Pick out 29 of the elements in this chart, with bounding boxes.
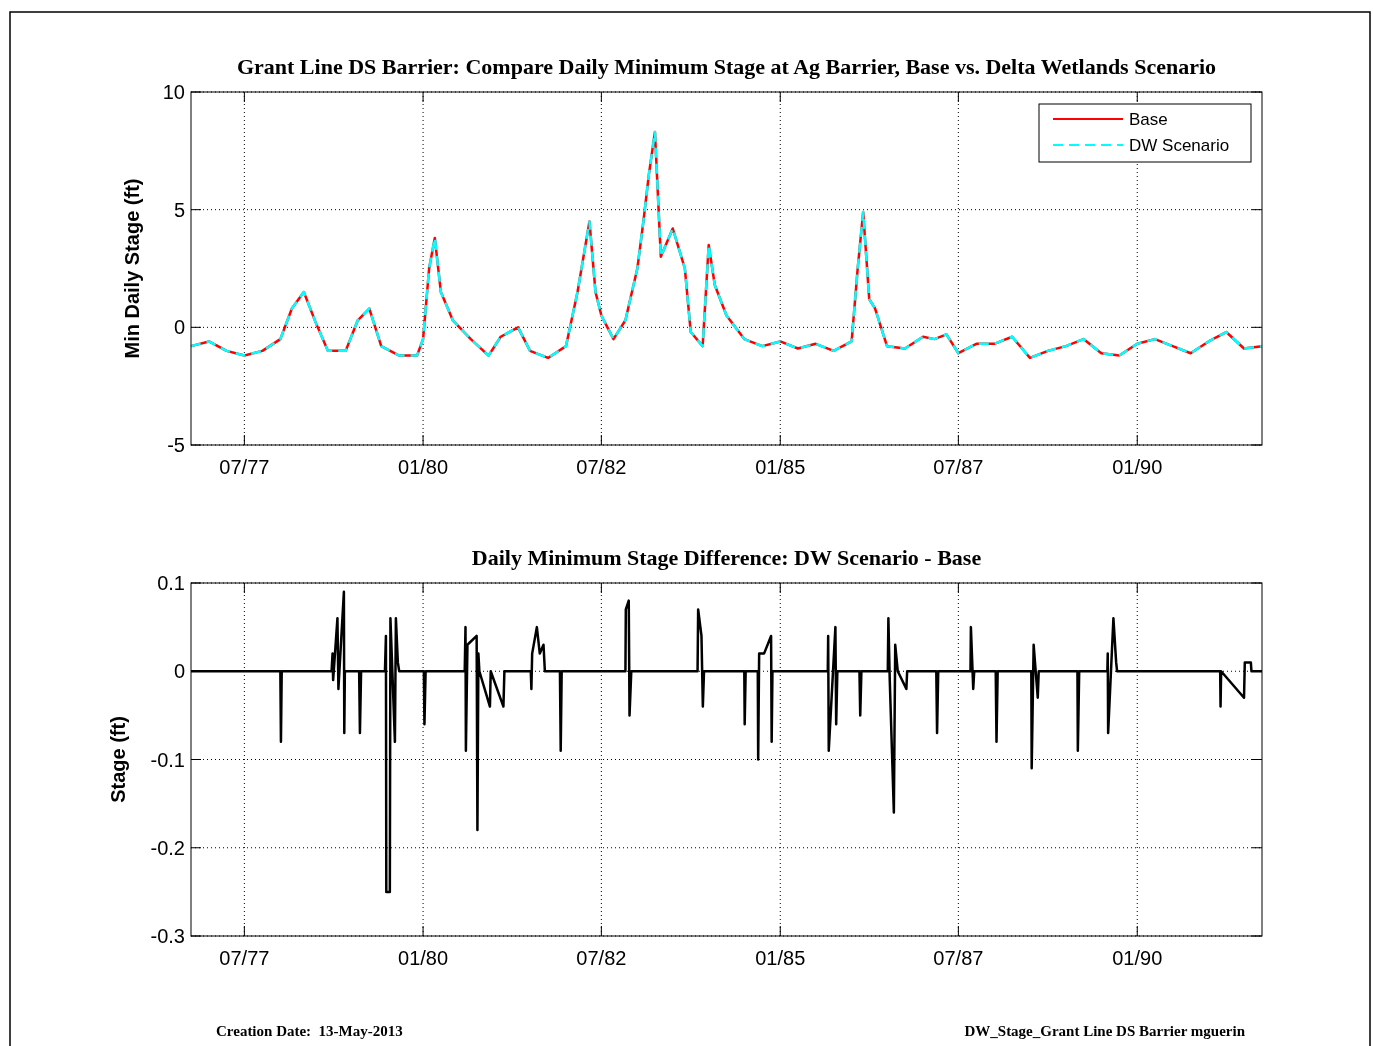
y-tick-label: -0.3 <box>150 925 185 947</box>
y-tick-label: 0.1 <box>157 572 185 594</box>
x-tick-label: 07/82 <box>576 947 627 969</box>
x-tick-label: 07/77 <box>219 947 270 969</box>
y-tick-label: -5 <box>167 434 185 456</box>
y-tick-label: 0 <box>173 316 185 339</box>
x-tick-label: 07/77 <box>219 456 270 478</box>
chart-title: Daily Minimum Stage Difference: DW Scenario - Base <box>471 545 982 570</box>
x-tick-label: 01/85 <box>755 456 806 478</box>
y-tick-label: 0 <box>173 660 185 683</box>
x-tick-label: 01/90 <box>1112 947 1163 969</box>
x-tick-label: 01/80 <box>398 947 449 969</box>
text: Creation Date: 13-May-2013 <box>216 1023 403 1039</box>
x-tick-label: 01/80 <box>398 456 449 478</box>
y-axis-title: Min Daily Stage (ft) <box>121 178 143 359</box>
y-tick-label: 5 <box>173 198 185 221</box>
x-tick-label: 07/87 <box>933 456 984 478</box>
chart-title: Grant Line DS Barrier: Compare Daily Minimum Stage at Ag Barrier, Base vs. Delta Wetlands Scenario <box>236 54 1217 79</box>
x-tick-label: 01/90 <box>1112 456 1163 478</box>
y-tick-label: -0.2 <box>150 836 185 859</box>
y-axis-title: Stage (ft) <box>107 716 129 803</box>
y-tick-label: 10 <box>162 81 185 103</box>
x-tick-label: 07/87 <box>933 947 984 969</box>
x-tick-label: 01/85 <box>755 947 806 969</box>
legend-label: Base <box>1129 110 1168 129</box>
legend-label: DW Scenario <box>1129 136 1230 155</box>
x-tick-label: 07/82 <box>576 456 627 478</box>
y-tick-label: -0.1 <box>150 748 185 771</box>
text: DW_Stage_Grant Line DS Barrier mguerin <box>964 1023 1246 1039</box>
